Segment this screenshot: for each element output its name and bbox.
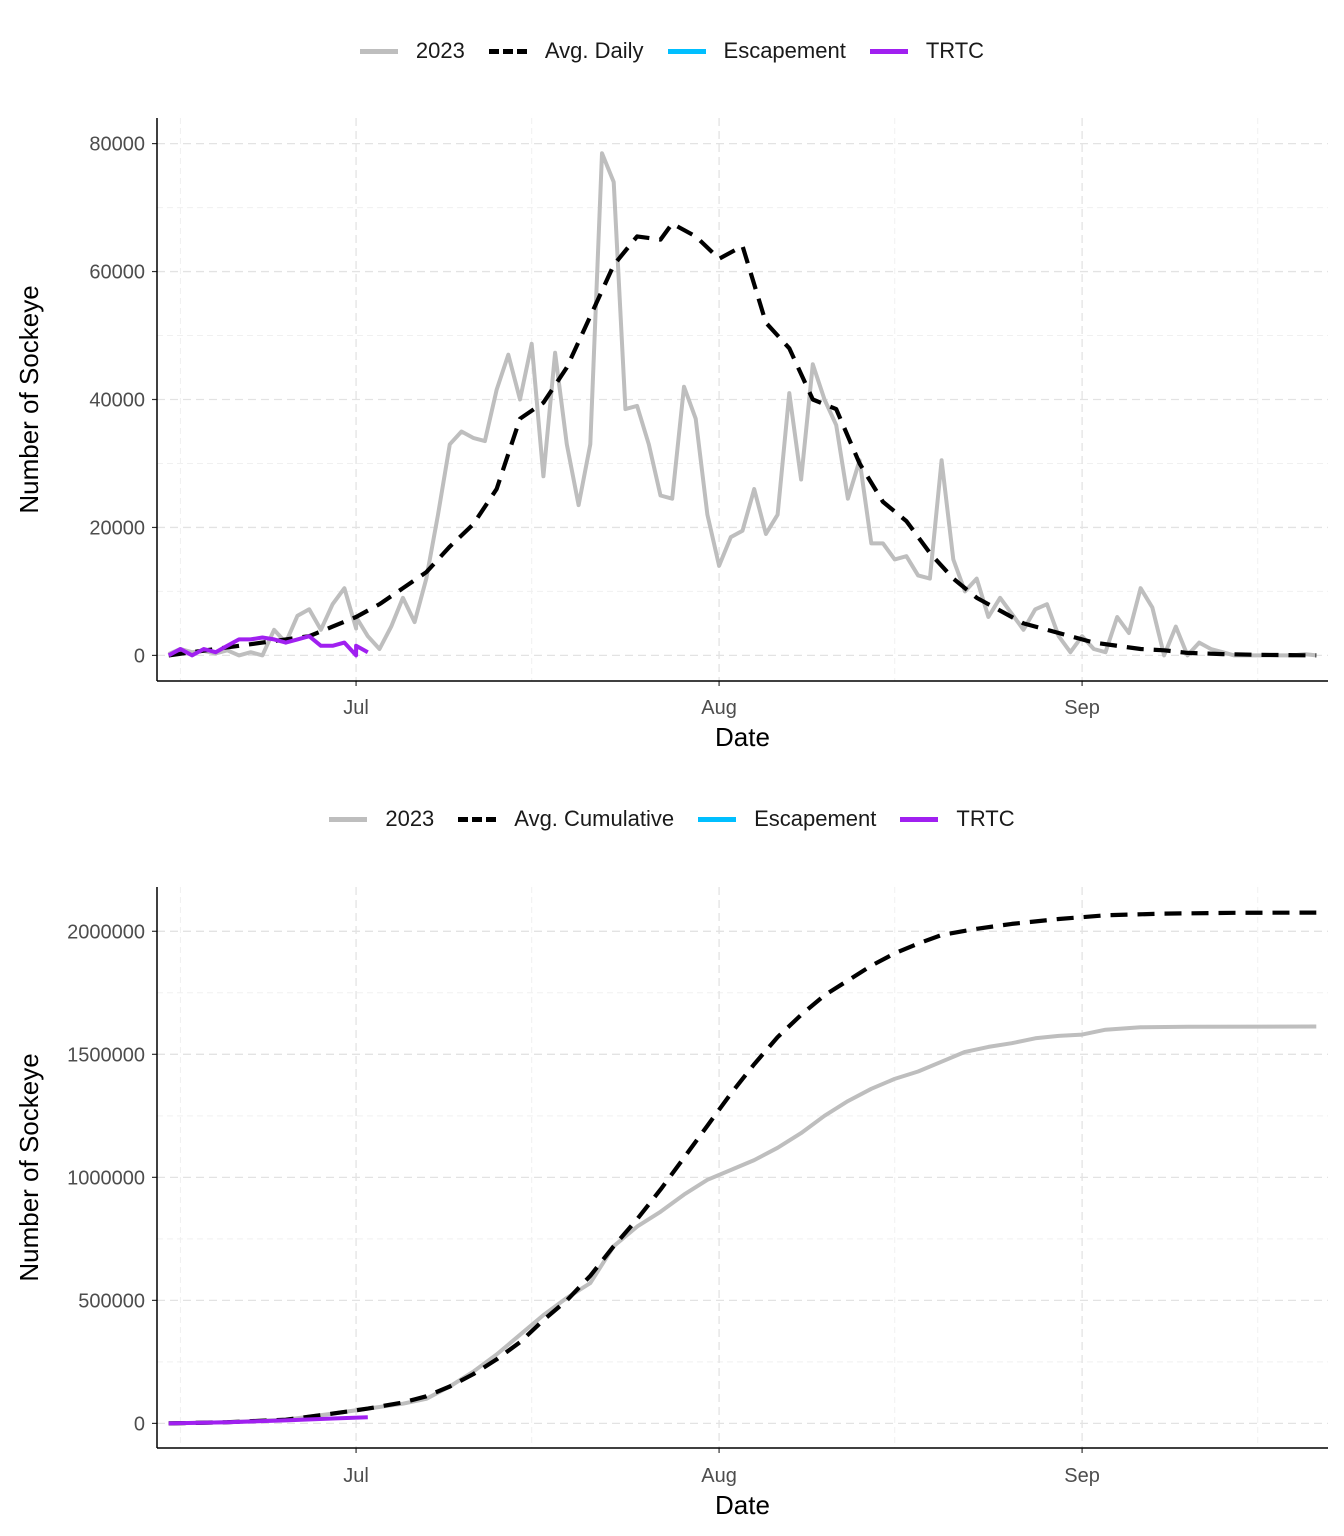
y-tick-label: 1500000 — [67, 1044, 145, 1066]
y-axis-title: Number of Sockeye — [14, 1053, 44, 1281]
x-tick-label: Sep — [1064, 1465, 1100, 1487]
legend-label: 2023 — [415, 38, 465, 63]
legend-item: 2023 — [329, 806, 434, 832]
series-line-2023 — [168, 1024, 1317, 1426]
legend-item: Avg. Daily — [488, 38, 644, 64]
y-tick-label: 2000000 — [67, 921, 145, 943]
legend-swatch — [900, 816, 939, 822]
cumulative-chart-panel: 0 500000 1000000 1500000 2000000 Jul Aug Sep Dat… — [14, 887, 1328, 1520]
legend-item: Escapement — [698, 806, 876, 832]
x-tick-label: Sep — [1064, 697, 1100, 719]
legend-swatch — [869, 48, 908, 54]
legend-label: Avg. Cumulative — [514, 806, 675, 831]
series-line-trtc — [167, 634, 369, 658]
legend-swatch — [329, 816, 368, 822]
legend-swatch — [488, 48, 527, 54]
legend-swatch — [458, 816, 497, 822]
legend-swatch — [698, 816, 737, 822]
y-tick-label: 0 — [134, 645, 145, 667]
legend-daily: 2023 Avg. Daily Escapement TRTC — [0, 38, 1344, 64]
y-tick-label: 40000 — [89, 390, 145, 412]
legend-item: Escapement — [667, 38, 846, 64]
y-tick-label: 60000 — [89, 262, 145, 284]
y-tick-label: 500000 — [78, 1290, 145, 1312]
legend-item: Avg. Cumulative — [458, 806, 674, 832]
series-line-trtc — [168, 1415, 368, 1426]
legend-cumulative: 2023 Avg. Cumulative Escapement TRTC — [0, 806, 1344, 832]
x-tick-label: Jul — [343, 1465, 369, 1487]
y-axis-title: Number of Sockeye — [14, 285, 44, 513]
x-tick-label: Aug — [701, 697, 737, 719]
legend-label: Escapement — [723, 38, 846, 63]
legend-label: Escapement — [754, 806, 877, 831]
legend-label: Avg. Daily — [544, 38, 644, 63]
y-tick-label: 1000000 — [67, 1167, 145, 1189]
legend-item: TRTC — [900, 806, 1015, 832]
legend-label: TRTC — [956, 806, 1015, 831]
legend-swatch — [359, 48, 398, 54]
series-line-avg-daily — [168, 221, 1317, 658]
x-axis-title: Date — [715, 722, 770, 752]
y-tick-label: 20000 — [89, 517, 145, 539]
x-tick-label: Aug — [701, 1465, 737, 1487]
y-tick-label: 80000 — [89, 134, 145, 156]
y-tick-label: 0 — [134, 1413, 145, 1435]
series-line-2023 — [167, 151, 1317, 658]
legend-item: TRTC — [869, 38, 985, 64]
legend-swatch — [667, 48, 706, 54]
daily-chart-panel: 0 20000 40000 60000 80000 Jul Aug Sep Date Number… — [14, 118, 1328, 752]
legend-item: 2023 — [359, 38, 465, 64]
legend-label: TRTC — [925, 38, 985, 63]
series-line-avg-cumulative — [168, 910, 1317, 1426]
x-tick-label: Jul — [343, 697, 369, 719]
x-axis-title: Date — [715, 1490, 770, 1520]
legend-label: 2023 — [385, 806, 435, 831]
